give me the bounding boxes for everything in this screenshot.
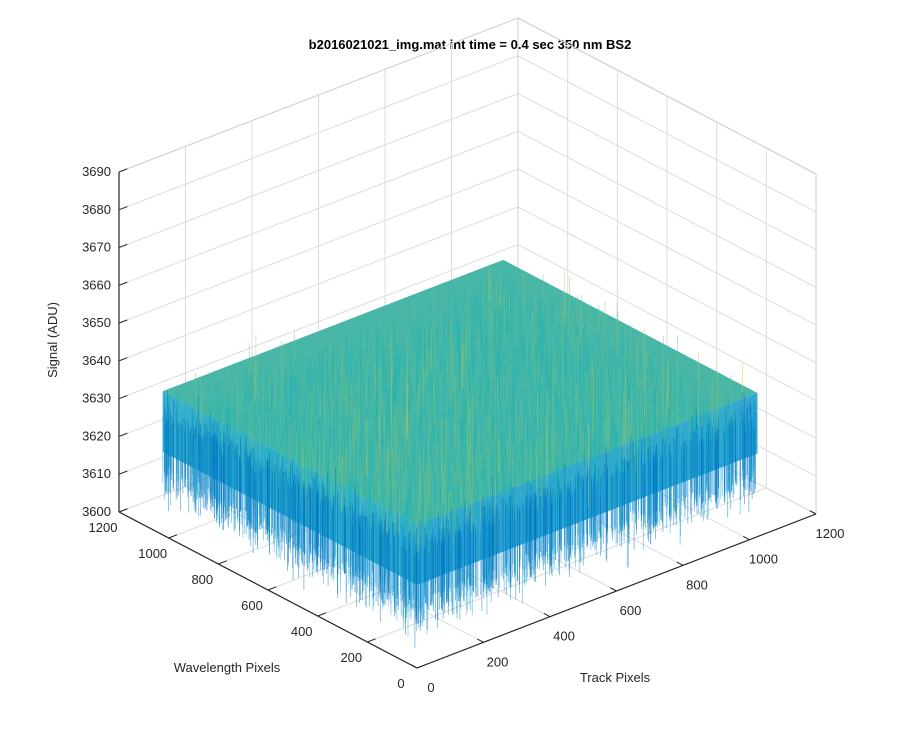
z-tick-label: 3660 (82, 277, 111, 292)
z-tick-label: 3650 (82, 315, 111, 330)
x-tick-label: 200 (487, 654, 509, 669)
x-tick-label: 400 (553, 629, 575, 644)
z-tick-label: 3640 (82, 353, 111, 368)
z-tick-label: 3670 (82, 240, 111, 255)
y-tick-label: 1000 (138, 546, 167, 561)
y-axis-ticks: 0 200 400 600 800 1000 1200 (89, 508, 426, 691)
z-tick-label: 3620 (82, 428, 111, 443)
z-tick-label: 3610 (82, 466, 111, 481)
x-tick-label: 600 (620, 603, 642, 618)
x-tick-label: 800 (686, 577, 708, 592)
y-tick-label: 200 (340, 650, 362, 665)
x-tick-label: 1200 (816, 526, 845, 541)
chart-title: b2016021021_img.mat int time = 0.4 sec 3… (309, 37, 632, 52)
y-tick-label: 400 (291, 624, 313, 639)
y-axis-label: Wavelength Pixels (174, 660, 281, 675)
y-tick-label: 600 (241, 598, 263, 613)
y-tick-label: 0 (397, 676, 404, 691)
z-tick-label: 3600 (82, 504, 111, 519)
noise-surface (162, 259, 758, 648)
x-tick-label: 1000 (749, 552, 778, 567)
x-axis-label: Track Pixels (580, 670, 651, 685)
z-tick-label: 3690 (82, 164, 111, 179)
z-tick-label: 3680 (82, 202, 111, 217)
y-tick-label: 1200 (89, 520, 118, 535)
x-axis-ticks: 0 200 400 600 800 1000 1200 (410, 510, 845, 695)
x-tick-label: 0 (427, 680, 434, 695)
z-axis-label: Signal (ADU) (45, 302, 60, 378)
z-tick-label: 3630 (82, 391, 111, 406)
z-axis-ticks: 3600 3610 3620 3630 3640 3650 3660 3670 3680 3690 (82, 164, 128, 519)
y-tick-label: 800 (191, 572, 213, 587)
